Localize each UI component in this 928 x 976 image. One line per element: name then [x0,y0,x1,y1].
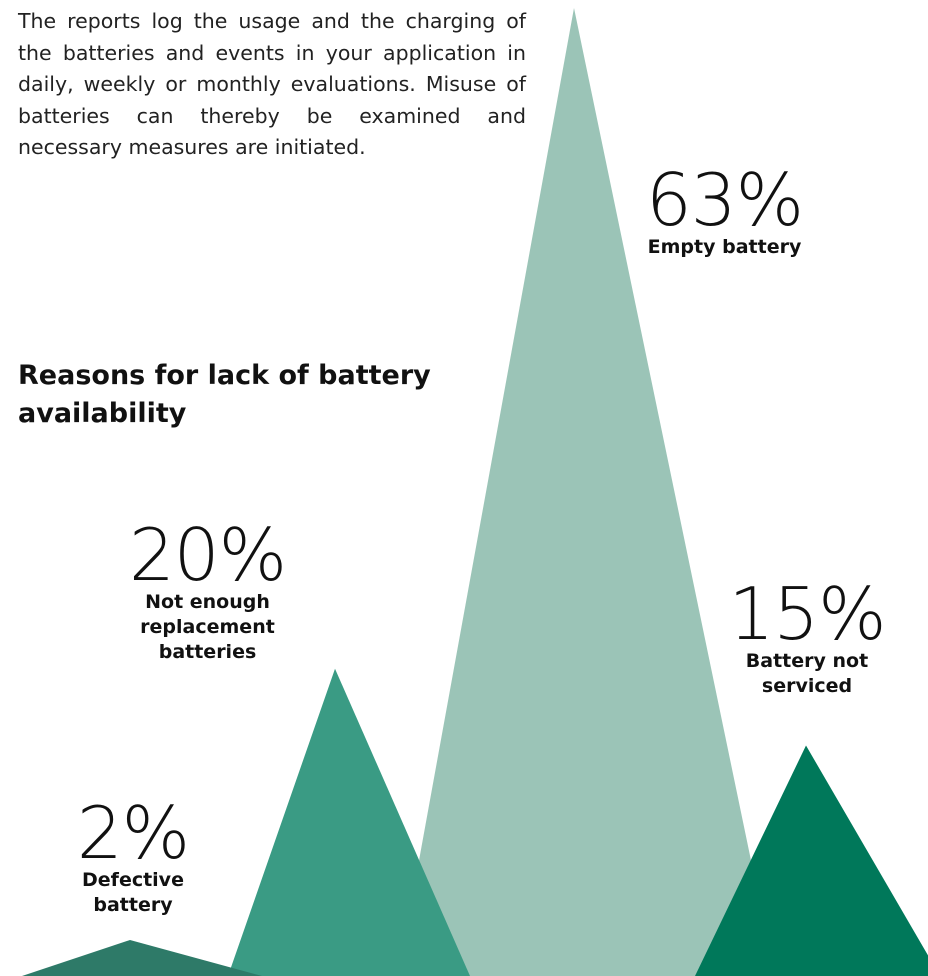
value-label-not-serviced: 15% [728,572,886,656]
category-label-replacement-2: replacement [140,616,275,638]
category-label-replacement-1: Not enough [145,591,270,613]
callout-not-enough-replacement: 20% Not enough replacement batteries [110,518,305,667]
callout-empty-battery: 63% Empty battery [632,163,817,262]
value-label-replacement: 20% [128,513,287,597]
callout-battery-not-serviced: 15% Battery not serviced [712,577,902,701]
chart-title: Reasons for lack of battery availability [18,360,431,429]
peak-not-enough-replacement [228,668,470,976]
category-label-empty: Empty battery [647,236,802,258]
category-label-replacement-3: batteries [158,641,257,663]
category-label-not-serviced-2: serviced [761,675,853,697]
category-label-defective-2: battery [93,894,173,916]
value-label-empty: 63% [645,158,804,242]
intro-paragraph: The reports log the usage and the chargi… [18,9,526,159]
peak-battery-not-serviced [695,745,928,976]
peak-empty-battery [398,8,775,976]
category-label-not-serviced-1: Battery not [745,650,869,672]
value-label-defective: 2% [76,791,190,875]
peak-defective-battery [22,940,262,976]
callout-defective-battery: 2% Defective battery [58,796,208,920]
category-label-defective-1: Defective [82,869,184,891]
